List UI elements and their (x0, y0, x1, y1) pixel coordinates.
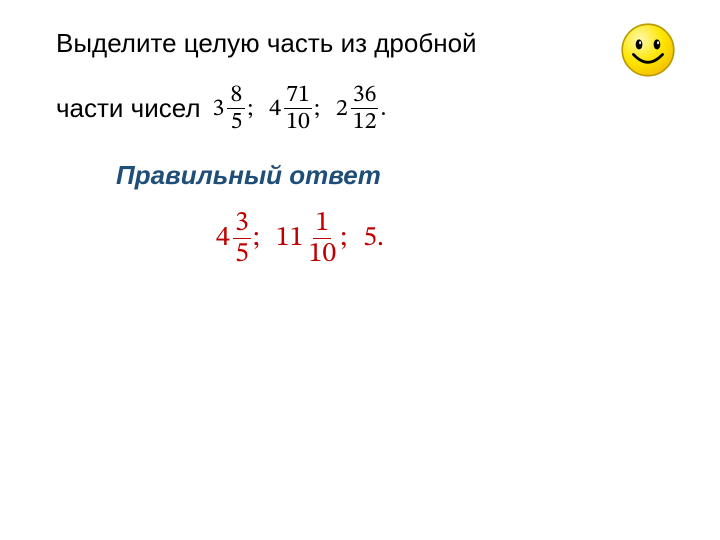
question-term-2-whole: 4 (269, 97, 284, 121)
title-line-2-row: части чисел 3 8 5 ; 4 71 10 ; 2 (56, 83, 664, 134)
question-term-2-den: 10 (284, 109, 312, 134)
question-term-2: 4 71 10 ; (269, 83, 320, 134)
answer-term-2-whole: 11 (276, 221, 307, 256)
question-term-3-den: 12 (351, 109, 379, 134)
question-term-1-num: 8 (227, 83, 245, 109)
title-line-2: части чисел (56, 93, 201, 124)
question-term-3-frac: 36 12 (351, 83, 379, 134)
slide-page: Выделите целую часть из дробной части чи… (0, 0, 720, 540)
question-term-1-whole: 3 (213, 97, 228, 121)
question-term-3: 2 36 12 . (336, 83, 387, 134)
answer-label: Правильный ответ (116, 160, 664, 191)
answer-term-2-num: 1 (313, 209, 331, 239)
answer-term-2-frac: 1 10 (306, 209, 338, 268)
answer-term-1-num: 3 (233, 209, 251, 239)
answer-math: 4 3 5 ; 11 1 10 ; 5. (216, 209, 664, 268)
title-line-1: Выделите целую часть из дробной (56, 26, 664, 61)
answer-term-2-sep: ; (338, 221, 347, 256)
question-term-1-sep: ; (245, 97, 253, 121)
answer-term-1-den: 5 (233, 239, 251, 268)
answer-term-2-den: 10 (306, 239, 338, 268)
answer-term-1-sep: ; (251, 221, 260, 256)
smiley-icon (620, 22, 676, 78)
question-term-3-sep: . (378, 97, 386, 121)
question-term-2-frac: 71 10 (284, 83, 312, 134)
question-term-1-den: 5 (227, 109, 245, 134)
question-term-2-sep: ; (312, 97, 320, 121)
question-term-3-num: 36 (351, 83, 379, 109)
question-term-1-frac: 8 5 (227, 83, 245, 134)
question-math: 3 8 5 ; 4 71 10 ; 2 36 12 (213, 83, 387, 134)
answer-term-3: 5. (363, 221, 384, 256)
question-term-2-num: 71 (284, 83, 312, 109)
answer-term-2: 11 1 10 ; (276, 209, 347, 268)
answer-term-1-whole: 4 (216, 221, 233, 256)
answer-term-1-frac: 3 5 (233, 209, 251, 268)
answer-term-1: 4 3 5 ; (216, 209, 260, 268)
question-term-1: 3 8 5 ; (213, 83, 254, 134)
question-term-3-whole: 2 (336, 97, 351, 121)
